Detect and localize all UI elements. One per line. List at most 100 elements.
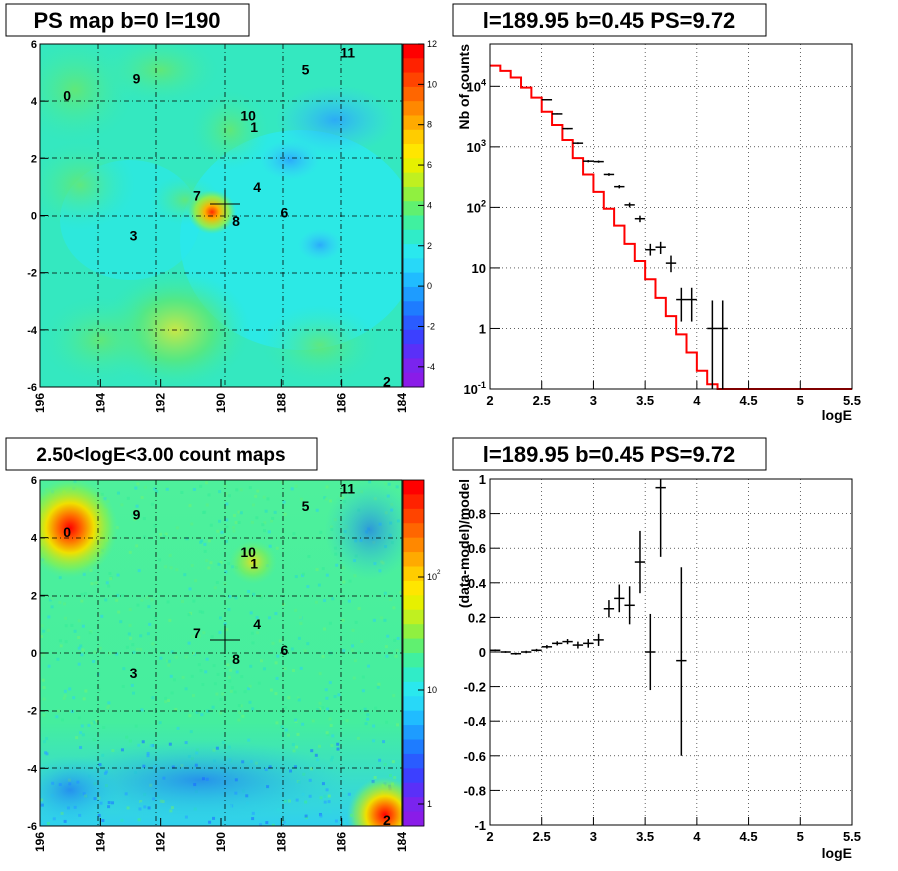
source-label: 8 bbox=[232, 213, 240, 229]
map-speckle bbox=[167, 663, 171, 667]
map-speckle bbox=[302, 572, 306, 576]
count-map-colorbar: 102 10 1 bbox=[402, 479, 441, 827]
map-speckle bbox=[68, 687, 72, 691]
map-speckle bbox=[383, 591, 387, 595]
residuals-y-tick-label: 0.2 bbox=[468, 610, 486, 625]
residuals-y-ticks: 1 0.8 0.6 0.4 0.2 0 -0.2 -0.4 -0.6 -0.8 -1 bbox=[464, 472, 500, 833]
colorbar-band bbox=[403, 552, 424, 567]
map-speckle bbox=[259, 596, 263, 600]
map-speckle bbox=[224, 539, 228, 543]
map-speckle bbox=[93, 650, 97, 654]
map-speckle bbox=[194, 579, 198, 583]
colorbar-tick-label: 6 bbox=[427, 160, 432, 170]
colorbar-band bbox=[403, 523, 424, 539]
map-speckle bbox=[218, 519, 222, 523]
map-speckle bbox=[219, 698, 223, 702]
map-speckle bbox=[366, 713, 370, 717]
map-speckle bbox=[164, 565, 168, 569]
map-speckle bbox=[228, 595, 232, 599]
map-speckle bbox=[268, 544, 272, 548]
map-speckle bbox=[328, 810, 332, 814]
map-speckle bbox=[330, 744, 334, 748]
map-speckle bbox=[257, 681, 261, 685]
map-speckle bbox=[121, 594, 125, 598]
map-speckle bbox=[383, 763, 387, 767]
spectrum-data-point bbox=[593, 160, 604, 163]
residuals-data-point bbox=[676, 567, 687, 756]
map-speckle bbox=[304, 814, 308, 818]
map-speckle bbox=[131, 643, 135, 647]
residuals-y-tick-label: -0.6 bbox=[464, 749, 486, 764]
map-speckle bbox=[251, 503, 255, 507]
map-speckle bbox=[98, 646, 102, 650]
map-speckle bbox=[250, 520, 254, 524]
map-speckle bbox=[50, 597, 54, 601]
map-x-tick-label: 186 bbox=[335, 832, 349, 852]
spectrum-y-tick-label: 102 bbox=[466, 198, 486, 215]
map-speckle bbox=[328, 717, 332, 721]
map-speckle bbox=[301, 574, 305, 578]
spectrum-data-point bbox=[583, 160, 594, 163]
map-speckle bbox=[294, 718, 298, 722]
residuals-data-point bbox=[624, 586, 635, 625]
map-speckle bbox=[387, 482, 391, 486]
map-speckle bbox=[227, 675, 231, 679]
colorbar-band bbox=[403, 782, 424, 798]
colorbar-band bbox=[403, 494, 424, 510]
colorbar-band bbox=[403, 667, 424, 683]
map-speckle bbox=[172, 678, 176, 682]
panel-residuals: l=189.95 b=0.45 PS=9.72 2 2.5 3 3.5 4 4.5 5 5.5… bbox=[452, 437, 861, 861]
map-speckle bbox=[230, 686, 234, 690]
map-speckle bbox=[319, 814, 323, 818]
map-speckle bbox=[120, 503, 124, 507]
ps-map-colorbar: 12 10 8 6 4 2 0 -2 -4 bbox=[402, 39, 437, 388]
map-speckle bbox=[225, 628, 229, 632]
map-speckle bbox=[378, 758, 382, 762]
map-speckle bbox=[92, 738, 96, 742]
map-speckle bbox=[351, 628, 355, 632]
map-speckle bbox=[393, 638, 397, 642]
map-speckle bbox=[263, 521, 267, 525]
colorbar-band bbox=[403, 272, 424, 288]
map-speckle bbox=[180, 599, 184, 603]
map-speckle bbox=[226, 663, 230, 667]
map-speckle bbox=[81, 624, 85, 628]
map-speckle bbox=[107, 701, 111, 705]
map-speckle bbox=[190, 522, 194, 526]
map-speckle bbox=[139, 634, 143, 638]
map-speckle bbox=[130, 683, 134, 687]
map-speckle bbox=[185, 537, 189, 541]
map-speckle bbox=[175, 568, 179, 572]
map-speckle bbox=[326, 733, 330, 737]
map-speckle bbox=[158, 532, 162, 536]
map-speckle bbox=[391, 760, 395, 764]
map-speckle bbox=[290, 647, 294, 651]
residuals-y-tick-label: -1 bbox=[474, 818, 486, 833]
map-speckle bbox=[276, 654, 280, 658]
residuals-y-tick-label: -0.4 bbox=[464, 714, 487, 729]
map-speckle bbox=[102, 725, 106, 729]
count-map-title-box bbox=[5, 437, 318, 471]
map-speckle bbox=[134, 724, 138, 728]
map-speckle bbox=[175, 526, 179, 530]
map-x-tick-label: 188 bbox=[274, 393, 288, 413]
colorbar-band bbox=[403, 537, 424, 553]
map-speckle bbox=[234, 521, 238, 525]
count-map-gridlines bbox=[40, 480, 402, 826]
map-speckle bbox=[237, 510, 241, 514]
colorbar-tick-label: 10 bbox=[427, 79, 437, 89]
map-speckle bbox=[207, 566, 211, 570]
map-speckle bbox=[282, 500, 286, 504]
map-speckle bbox=[325, 731, 329, 735]
map-speckle bbox=[266, 497, 270, 501]
map-speckle bbox=[364, 722, 368, 726]
map-speckle bbox=[105, 581, 109, 585]
map-speckle bbox=[135, 544, 139, 548]
spectrum-data-point bbox=[707, 300, 718, 389]
colorbar-band bbox=[403, 508, 424, 524]
map-x-tick-label: 186 bbox=[335, 393, 349, 413]
map-y-tick-label: -2 bbox=[27, 706, 37, 718]
map-speckle bbox=[139, 648, 143, 652]
colorbar-band bbox=[403, 609, 424, 625]
map-speckle bbox=[395, 723, 399, 727]
